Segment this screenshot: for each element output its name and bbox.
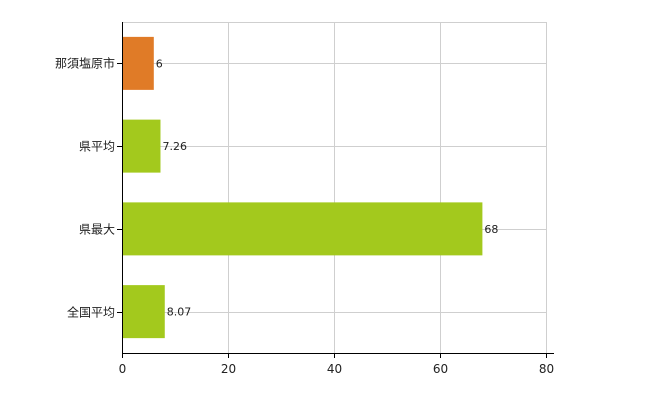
bar-value-label: 68: [484, 223, 498, 236]
x-axis-tick-label: 20: [221, 362, 236, 376]
bar-value-label: 8.07: [167, 306, 192, 319]
bars: [123, 36, 483, 339]
x-axis-tick-label: 60: [433, 362, 448, 376]
x-axis: 0 20 40 60 80: [119, 353, 554, 376]
grid-lines: [122, 22, 547, 353]
x-axis-tick-label: 80: [539, 362, 554, 376]
bar-value-label: 7.26: [162, 140, 187, 153]
value-labels: 6 7.26 68 8.07: [156, 57, 499, 318]
y-axis-tick-label: 県最大: [79, 223, 115, 237]
bar: [123, 285, 165, 339]
y-axis-tick-label: 県平均: [79, 140, 115, 154]
bar-value-label: 6: [156, 57, 163, 70]
y-axis-tick-label: 那須塩原市: [55, 56, 115, 71]
x-axis-tick-label: 0: [119, 362, 127, 376]
y-axis-tick-label: 全国平均: [67, 305, 115, 320]
bar: [123, 119, 161, 173]
x-axis-tick-label: 40: [327, 362, 342, 376]
bar: [123, 202, 483, 256]
bar: [123, 36, 154, 90]
